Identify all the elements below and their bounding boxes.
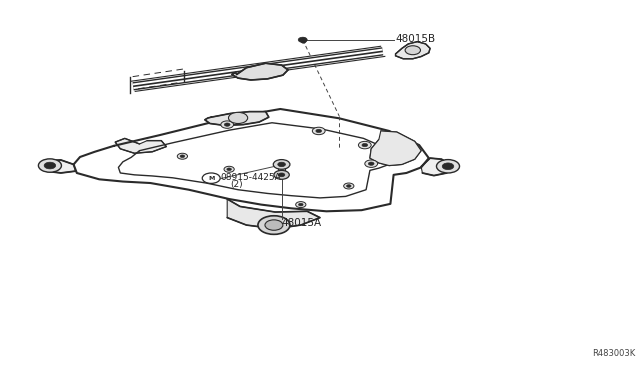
Text: 48015A: 48015A — [282, 218, 322, 228]
Text: R483003K: R483003K — [591, 349, 635, 358]
Polygon shape — [421, 158, 451, 176]
Text: (2): (2) — [230, 180, 243, 189]
Circle shape — [298, 203, 303, 206]
Polygon shape — [370, 131, 421, 166]
Circle shape — [225, 123, 230, 126]
Polygon shape — [278, 164, 285, 175]
Circle shape — [44, 162, 56, 169]
Circle shape — [298, 37, 307, 42]
Circle shape — [228, 112, 248, 124]
Polygon shape — [232, 63, 288, 80]
Circle shape — [344, 183, 354, 189]
Circle shape — [180, 155, 185, 158]
Circle shape — [365, 160, 378, 167]
Circle shape — [316, 129, 322, 133]
Circle shape — [258, 216, 290, 234]
Text: 48015B: 48015B — [396, 34, 436, 44]
Polygon shape — [396, 42, 430, 59]
Circle shape — [278, 162, 285, 167]
Circle shape — [346, 185, 351, 187]
Circle shape — [227, 168, 232, 171]
Circle shape — [202, 173, 220, 183]
Circle shape — [312, 127, 325, 135]
Circle shape — [273, 160, 290, 169]
Circle shape — [177, 153, 188, 159]
Circle shape — [296, 202, 306, 208]
Circle shape — [274, 170, 289, 179]
Circle shape — [224, 166, 234, 172]
Polygon shape — [205, 112, 269, 125]
Circle shape — [405, 46, 420, 55]
Circle shape — [278, 173, 285, 177]
Polygon shape — [227, 199, 320, 229]
Polygon shape — [42, 160, 76, 173]
Circle shape — [436, 160, 460, 173]
Circle shape — [362, 144, 367, 147]
Circle shape — [369, 162, 374, 165]
Text: 08915-4425A: 08915-4425A — [221, 173, 282, 182]
Text: M: M — [208, 176, 214, 181]
Circle shape — [442, 163, 454, 170]
Circle shape — [265, 220, 283, 230]
Circle shape — [38, 159, 61, 172]
Circle shape — [358, 141, 371, 149]
Circle shape — [221, 121, 234, 128]
Polygon shape — [115, 138, 166, 153]
